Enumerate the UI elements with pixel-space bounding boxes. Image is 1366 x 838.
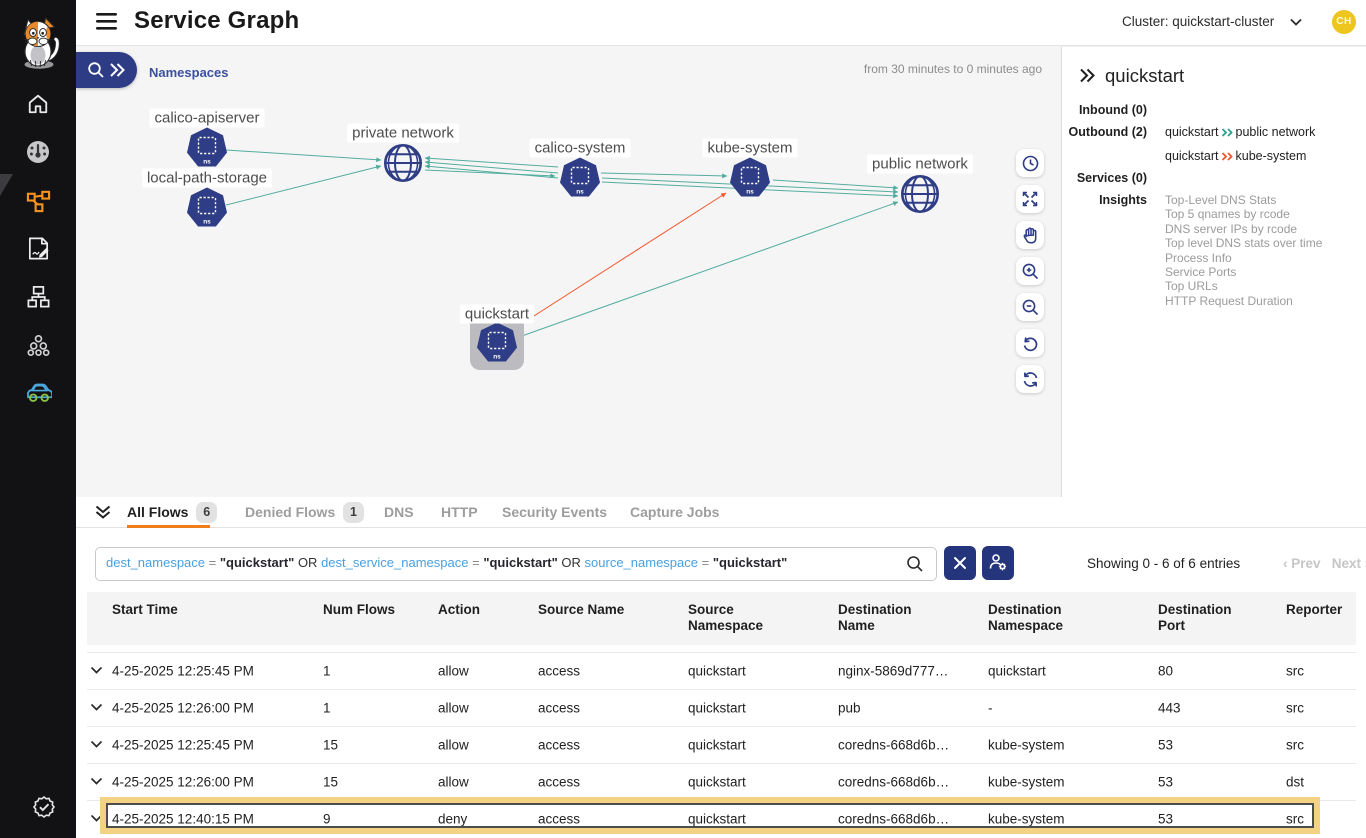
svg-text:ns: ns [203, 219, 211, 226]
svg-text:ns: ns [493, 354, 501, 361]
svg-text:ns: ns [746, 189, 754, 196]
svg-text:ns: ns [203, 159, 211, 166]
svg-text:ns: ns [576, 189, 584, 196]
